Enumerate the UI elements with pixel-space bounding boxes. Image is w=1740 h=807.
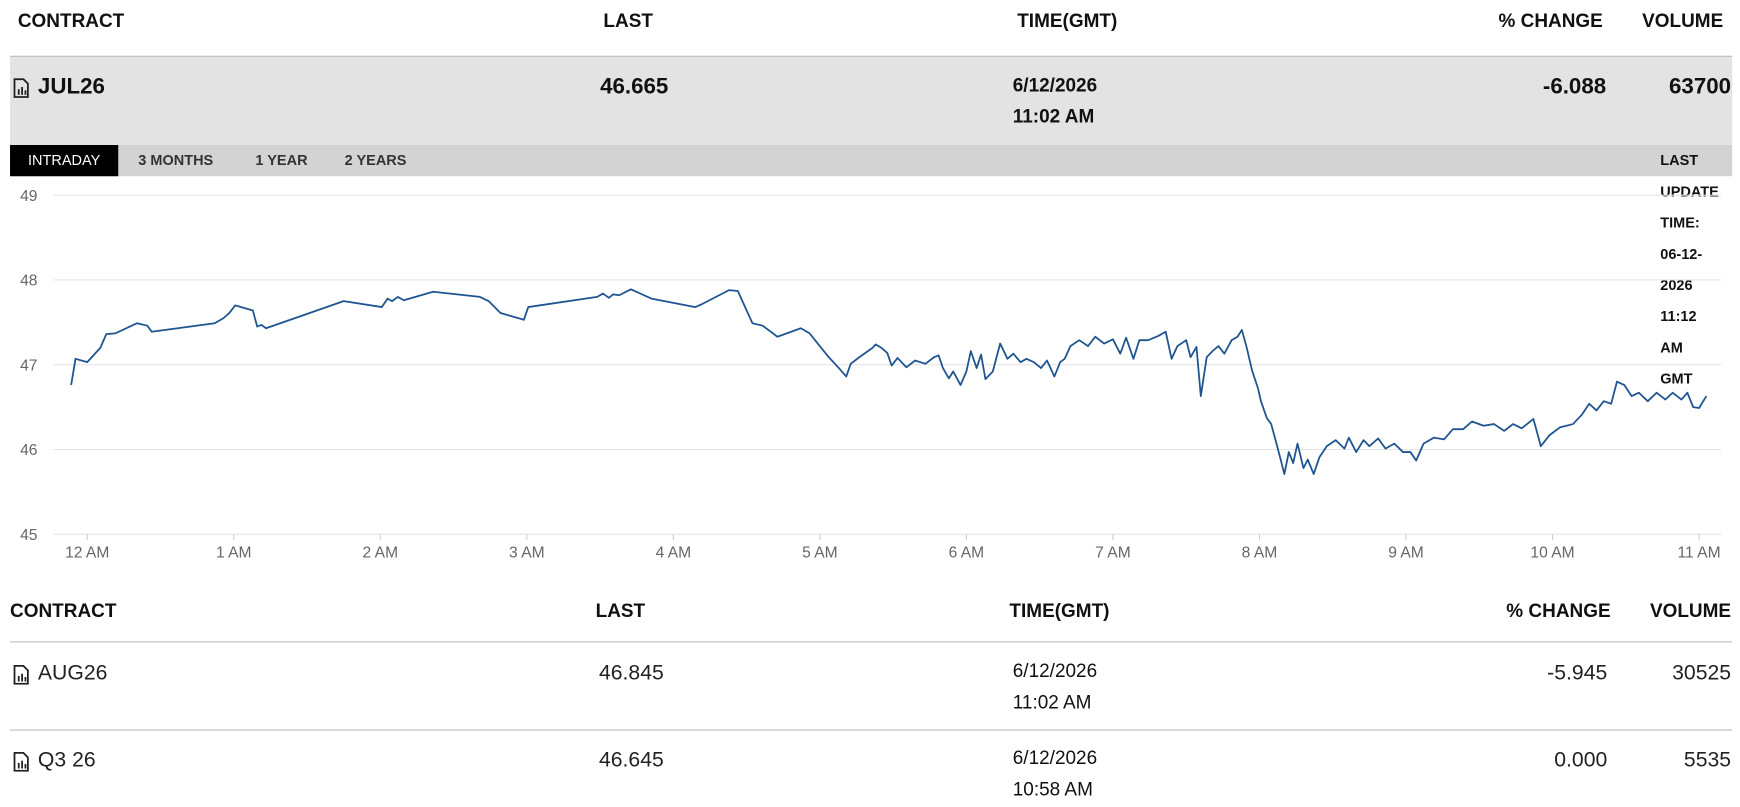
tab[interactable]: 2 YEARS [344,151,407,169]
column-header: CONTRACT [17,10,125,32]
percent-change: -5.945 [1547,661,1608,685]
tab[interactable]: INTRADAY [10,144,119,177]
y-tick-label: 49 [20,188,37,205]
percent-change: -6.088 [1542,74,1607,100]
y-tick-label: 45 [20,527,38,544]
divider [10,729,1733,731]
time: 10:58 AM [1012,778,1093,800]
contract[interactable]: Q3 26 [37,748,96,772]
column-header: % CHANGE [1498,10,1603,32]
date: 6/12/2026 [1012,74,1098,96]
contract[interactable]: JUL26 [37,74,105,100]
time: 11:02 AM [1012,105,1095,128]
last-update: LAST UPDATE TIME: 06-12-2026 11:12 AM GM… [1660,151,1719,388]
date: 6/12/2026 [1012,660,1098,682]
main-row [10,55,1733,147]
chart-icon [13,664,29,685]
contract[interactable]: AUG26 [37,661,108,685]
x-tick-label: 2 AM [363,545,399,562]
column-header: VOLUME [1642,10,1724,32]
x-tick-label: 8 AM [1242,545,1278,562]
volume: 5535 [1683,748,1732,772]
volume: 63700 [1669,74,1732,100]
x-tick-label: 5 AM [802,545,838,562]
chart-icon [13,751,29,772]
last-price: 46.645 [598,748,664,772]
column-header: % CHANGE [1506,600,1611,622]
x-tick-label: 6 AM [949,545,985,562]
column-header: LAST [603,10,653,32]
column-header: TIME(GMT) [1009,600,1110,622]
tab[interactable]: 1 YEAR [255,151,308,169]
last-price: 46.665 [600,74,669,100]
last-price: 46.845 [598,661,664,685]
y-tick-label: 48 [20,273,37,290]
y-tick-label: 46 [20,442,37,459]
time: 11:02 AM [1012,691,1092,713]
x-tick-label: 11 AM [1678,545,1721,562]
y-tick-label: 47 [20,357,37,374]
chart-icon [13,78,29,98]
tab[interactable]: 3 MONTHS [138,151,214,169]
x-tick-label: 7 AM [1095,545,1131,562]
divider [10,641,1733,643]
volume: 30525 [1672,661,1732,685]
date: 6/12/2026 [1012,747,1098,769]
x-tick-label: 10 AM [1530,545,1574,562]
percent-change: 0.000 [1554,748,1608,772]
column-header: TIME(GMT) [1017,10,1118,32]
x-tick-label: 4 AM [656,545,692,562]
x-tick-label: 3 AM [509,545,545,562]
column-header: CONTRACT [10,600,117,622]
x-tick-label: 12 AM [65,545,109,562]
price-line [70,288,1708,475]
x-tick-label: 1 AM [216,545,252,562]
price-chart: 45 46 47 48 49 12 AM 1 AM 2 AM 3 AM 4 AM 5 AM 6 AM 7… [20,188,1722,562]
column-header: LAST [595,600,646,622]
tab-bar [10,144,1733,177]
column-header: VOLUME [1649,600,1732,622]
x-tick-label: 9 AM [1388,545,1424,562]
